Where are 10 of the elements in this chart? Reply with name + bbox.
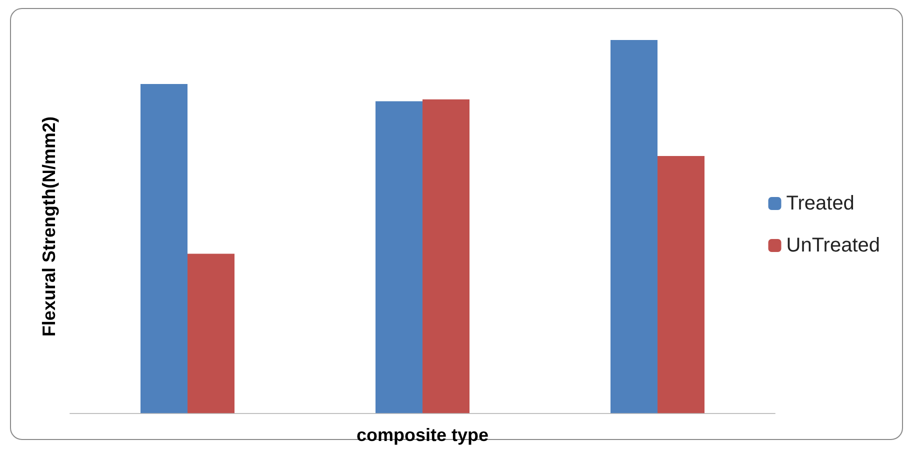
bar: [658, 156, 704, 414]
bar: [376, 101, 422, 414]
legend-label: Treated: [786, 192, 854, 214]
legend-label: UnTreated: [786, 234, 880, 256]
bar: [188, 254, 234, 414]
y-axis-title: Flexural Strength(N/mm2): [39, 116, 59, 337]
bar: [140, 84, 188, 414]
x-axis-title: composite type: [356, 425, 489, 445]
bar: [610, 40, 658, 414]
bar: [422, 99, 470, 414]
